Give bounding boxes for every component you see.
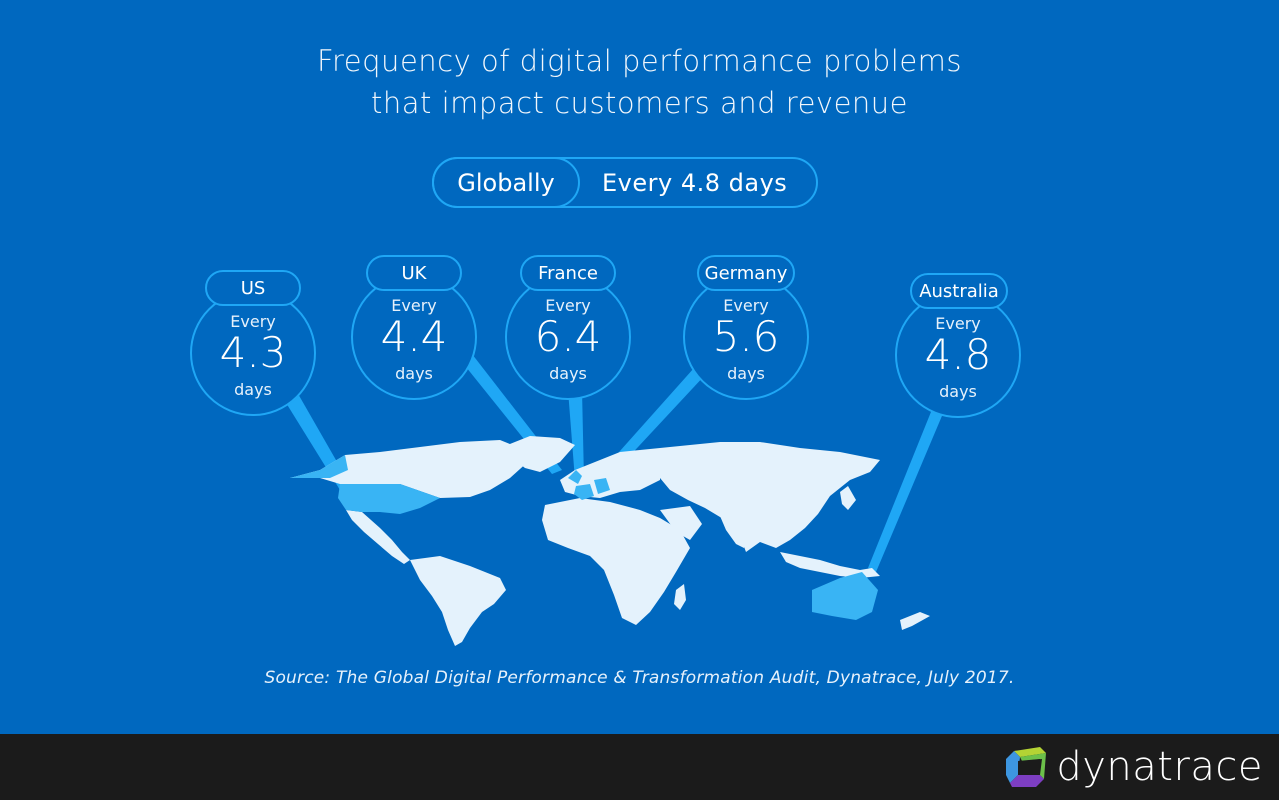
region-label-uk: UK [366, 255, 462, 291]
land-africa [542, 498, 690, 625]
region-value: 4.8 [924, 330, 992, 379]
beam-australia [868, 402, 947, 572]
region-value: 4.4 [380, 312, 448, 361]
land-australia [812, 572, 878, 620]
region-label-australia: Australia [910, 273, 1008, 309]
land-asia [640, 442, 880, 552]
dynatrace-cube-icon [1006, 747, 1047, 787]
region-label-us: US [205, 270, 301, 306]
source-note: Source: The Global Digital Performance &… [264, 668, 1015, 688]
land-france [574, 484, 594, 500]
title-line-1: Frequency of digital performance problem… [316, 44, 963, 78]
beam-germany [603, 368, 706, 475]
region-prefix: Every [391, 296, 437, 315]
region-prefix: Every [545, 296, 591, 315]
region-unit: days [234, 380, 272, 399]
region-unit: days [939, 382, 977, 401]
world-map [283, 354, 947, 646]
global-summary-badge: Globally Every 4.8 days [432, 157, 818, 208]
land-arabia [660, 506, 702, 540]
land-us [338, 484, 440, 514]
land-india [720, 514, 752, 548]
dynatrace-logo: dynatrace [1004, 742, 1263, 792]
highlighted-countries [290, 455, 878, 620]
land-canada [290, 440, 530, 498]
page-title: Frequency of digital performance problem… [0, 40, 1279, 124]
land-uk [568, 470, 582, 484]
infographic-canvas: Frequency of digital performance problem… [0, 40, 1279, 688]
region-prefix: Every [230, 312, 276, 331]
land-madagascar [674, 584, 686, 610]
global-label: Globally [432, 157, 580, 208]
region-value: 5.6 [712, 312, 780, 361]
land-germany [594, 478, 610, 494]
region-label-germany: Germany [697, 255, 795, 291]
region-unit: days [549, 364, 587, 383]
region-unit: days [395, 364, 433, 383]
land-greenland [505, 436, 575, 472]
region-value: 6.4 [534, 312, 602, 361]
land-south-america [410, 556, 506, 646]
region-bubble-uk: Every 4.4 days [351, 274, 477, 400]
region-prefix: Every [935, 314, 981, 333]
region-bubble-france: Every 6.4 days [505, 274, 631, 400]
land-indonesia [780, 552, 880, 578]
footer-bar: dynatrace [0, 734, 1279, 800]
land-new-zealand [900, 612, 930, 630]
land-alaska [290, 455, 348, 478]
land-japan [840, 486, 856, 510]
brand-name: dynatrace [1056, 744, 1263, 790]
region-bubble-germany: Every 5.6 days [683, 274, 809, 400]
region-bubble-australia: Every 4.8 days [895, 292, 1021, 418]
region-prefix: Every [723, 296, 769, 315]
global-value: Every 4.8 days [602, 168, 788, 197]
continents [290, 436, 930, 646]
title-line-2: that impact customers and revenue [370, 86, 909, 120]
region-unit: days [727, 364, 765, 383]
land-mexico [346, 510, 410, 564]
region-label-france: France [520, 255, 616, 291]
beam-france [568, 390, 584, 480]
region-value: 4.3 [219, 328, 287, 377]
region-bubble-us: Every 4.3 days [190, 290, 316, 416]
